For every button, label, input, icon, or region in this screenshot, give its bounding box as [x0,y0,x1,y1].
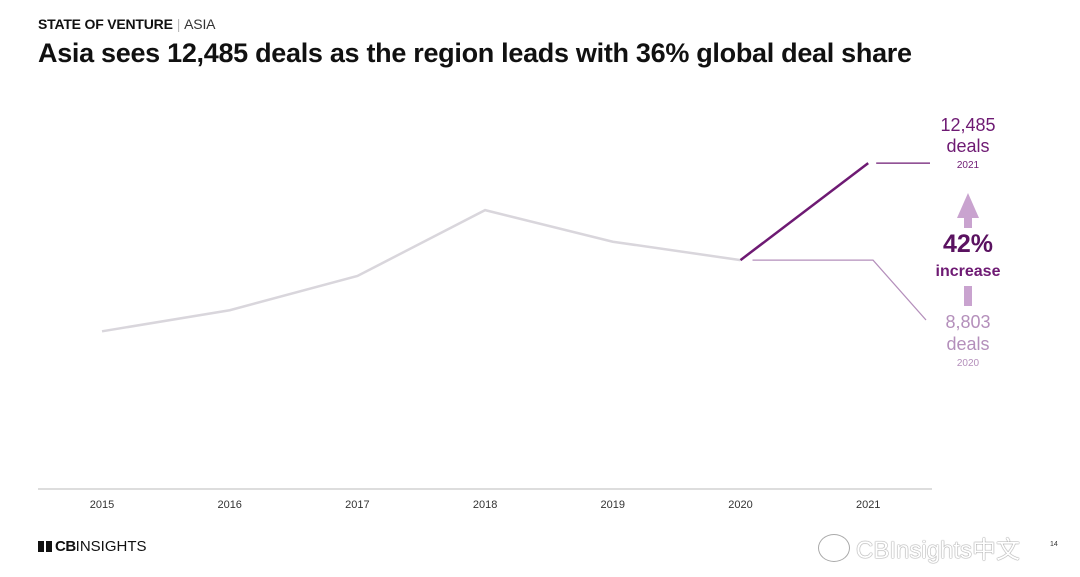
watermark-text: CBInsights中文 [856,537,1021,564]
annotation-2021-value: 12,485 [940,115,995,135]
annotation-2020-year: 2020 [957,358,980,369]
kicker-separator: | [176,16,181,32]
weibo-icon [818,533,850,562]
annotation-2020-value: 8,803 [945,312,990,332]
watermark: CBInsights中文 [818,530,1020,565]
cb-insights-logo: CB INSIGHTS [38,538,147,555]
series-line-highlight [739,162,869,262]
annotation-2021-unit: deals [946,136,989,156]
x-tick-label: 2021 [856,499,880,511]
annotation-2020-unit: deals [946,334,989,354]
kicker-section: STATE OF VENTURE [38,16,173,32]
kicker: STATE OF VENTURE | ASIA [38,16,215,32]
page-title: Asia sees 12,485 deals as the region lea… [38,38,912,68]
kicker-region: ASIA [184,16,216,32]
change-value: 42% [943,230,993,258]
arrow-shaft [964,216,972,228]
x-tick-label: 2019 [601,499,625,511]
x-tick-label: 2018 [473,499,497,511]
x-tick-label: 2017 [345,499,369,511]
logo-mark-icon [38,541,52,552]
arrow-up-icon [957,193,979,218]
change-label: increase [936,263,1001,280]
page-number: 14 [1050,541,1058,548]
x-tick-label: 2016 [217,499,241,511]
connector-2020 [752,259,927,321]
x-tick-label: 2020 [728,499,752,511]
annotation-2021-year: 2021 [957,160,980,171]
x-tick-label: 2015 [90,499,114,511]
arrow-tail [964,286,972,306]
series-line-base [101,208,741,333]
